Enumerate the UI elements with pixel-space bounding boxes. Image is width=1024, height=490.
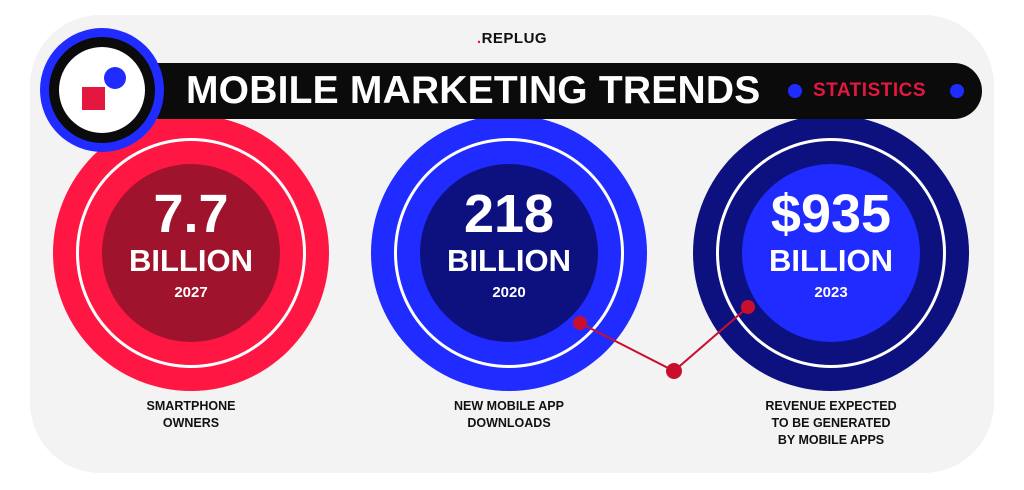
stat-year: 2027 — [174, 284, 208, 301]
stat-circle-downloads-ring — [394, 138, 624, 368]
stat-circle-smartphone-ring — [76, 138, 306, 368]
logo-square-icon — [82, 87, 105, 110]
caption-line: BY MOBILE APPS — [777, 433, 885, 447]
caption-smartphone: SMARTPHONE OWNERS — [81, 398, 301, 432]
connector-dot — [741, 300, 755, 314]
stat-year: 2020 — [492, 284, 526, 301]
stat-value: $935 — [770, 184, 892, 244]
brand-dot: . — [476, 30, 482, 47]
stat-unit: BILLION — [447, 243, 571, 278]
stat-value: 7.7 — [153, 184, 229, 244]
brand-logo-text: .REPLUG — [0, 30, 1024, 47]
stat-circle-smartphone-inner — [102, 164, 280, 342]
stat-year: 2023 — [814, 284, 848, 301]
page-subtitle: STATISTICS — [813, 80, 927, 101]
caption-line: TO BE GENERATED — [771, 416, 891, 430]
caption-line: REVENUE EXPECTED — [765, 399, 897, 413]
stat-smartphone: 7.7 BILLION 2027 — [91, 186, 291, 302]
stat-circle-revenue-ring — [716, 138, 946, 368]
connector-dot — [666, 363, 682, 379]
separator-dot-icon — [788, 84, 802, 98]
stat-value: 218 — [463, 184, 555, 244]
caption-line: SMARTPHONE — [146, 399, 236, 413]
logo-circle-icon — [104, 67, 126, 89]
brand-name: REPLUG — [481, 30, 548, 47]
caption-line: OWNERS — [162, 416, 220, 430]
header-banner — [130, 63, 982, 119]
connector-dot — [573, 316, 587, 330]
separator-dot-icon — [950, 84, 964, 98]
caption-downloads: NEW MOBILE APP DOWNLOADS — [399, 398, 619, 432]
stat-unit: BILLION — [769, 243, 893, 278]
caption-revenue: REVENUE EXPECTED TO BE GENERATED BY MOBI… — [721, 398, 941, 449]
stat-downloads: 218 BILLION 2020 — [409, 186, 609, 302]
page-title: MOBILE MARKETING TRENDS — [186, 69, 761, 112]
caption-line: NEW MOBILE APP — [454, 399, 564, 413]
caption-line: DOWNLOADS — [467, 416, 551, 430]
stat-circle-revenue-inner — [742, 164, 920, 342]
stat-circle-downloads-inner — [420, 164, 598, 342]
stat-revenue: $935 BILLION 2023 — [731, 186, 931, 302]
stat-unit: BILLION — [129, 243, 253, 278]
